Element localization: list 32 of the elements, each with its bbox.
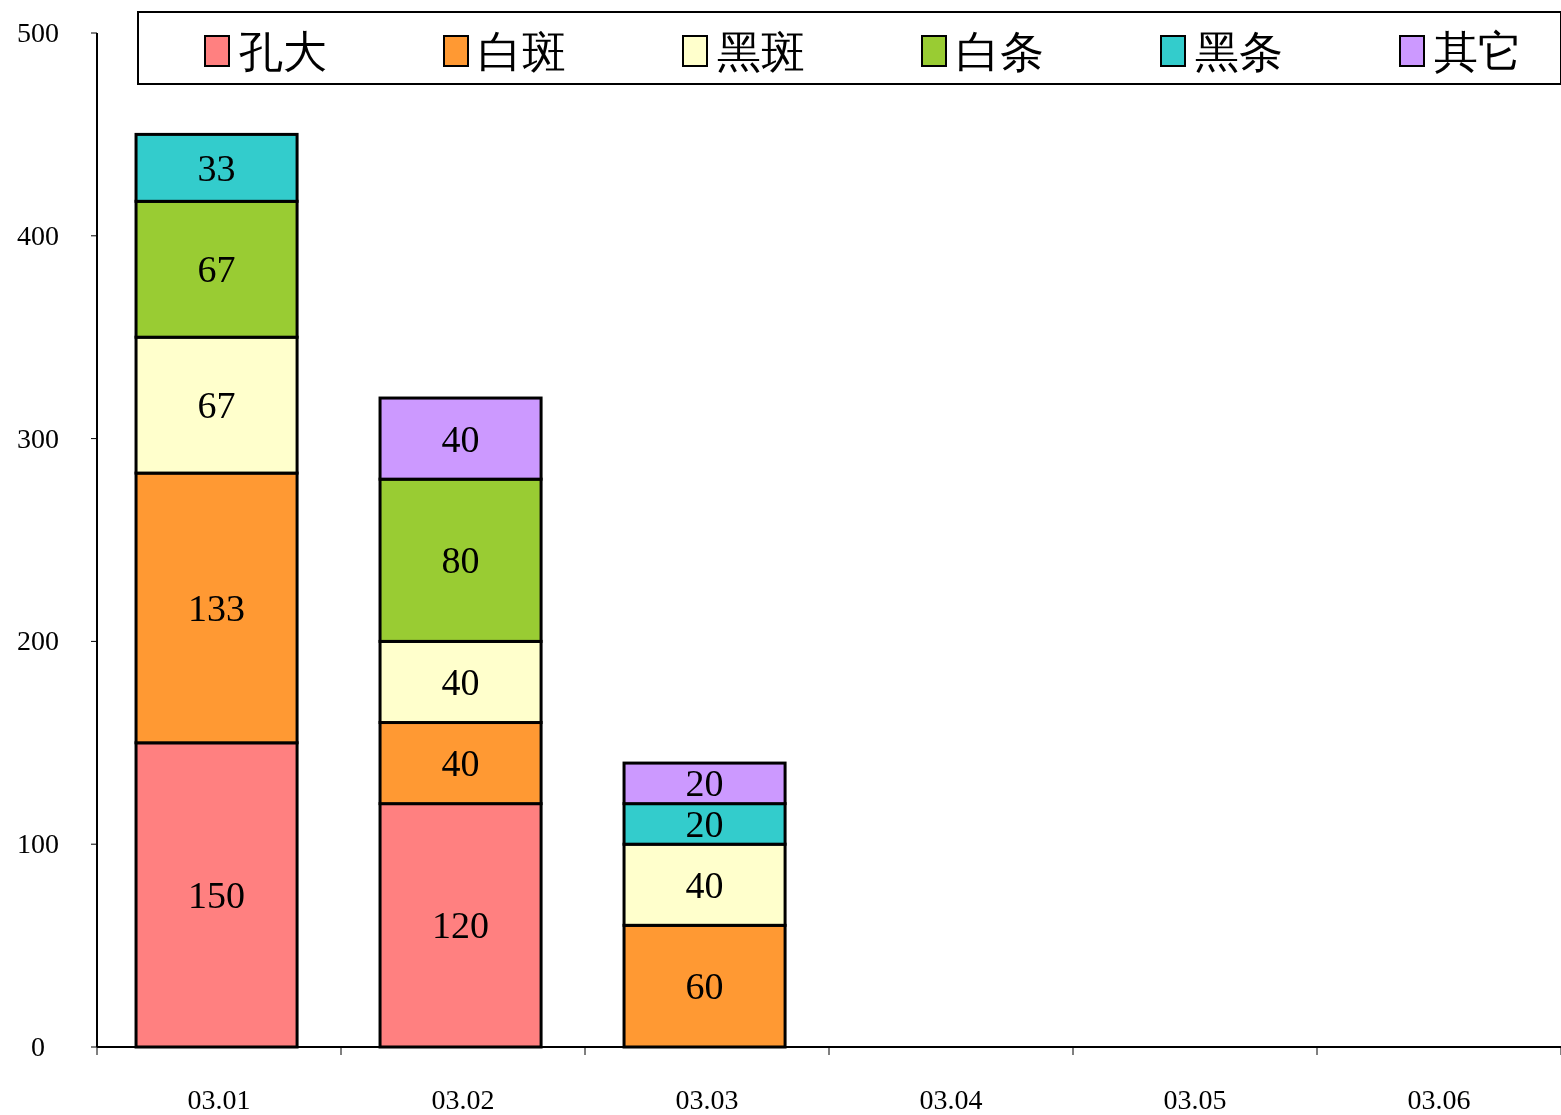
y-tick-label: 0: [31, 1031, 45, 1062]
y-tick-label: 100: [17, 828, 59, 860]
y-tick-label: 500: [17, 17, 59, 48]
data-label: 20: [685, 762, 724, 805]
y-tick-label: 200: [17, 625, 59, 657]
data-label: 67: [197, 384, 236, 427]
data-label: 80: [441, 539, 480, 582]
x-tick-label: 03.01: [187, 1084, 251, 1115]
data-label: 20: [685, 802, 724, 845]
data-label: 120: [432, 904, 490, 947]
x-tick-label: 03.04: [919, 1084, 983, 1115]
y-tick-label: 300: [17, 422, 59, 454]
x-tick-label: 03.02: [431, 1084, 495, 1115]
data-label: 40: [685, 863, 724, 906]
data-label: 40: [441, 417, 480, 460]
data-label: 40: [441, 742, 480, 785]
data-label: 67: [197, 248, 236, 291]
legend-label: 白斑: [478, 26, 566, 77]
x-tick-label: 03.03: [675, 1084, 739, 1115]
legend-label: 黑条: [1195, 26, 1283, 77]
data-label: 40: [441, 660, 480, 703]
data-label: 60: [685, 965, 724, 1008]
legend-label: 白条: [956, 26, 1044, 77]
legend-label: 黑斑: [717, 26, 805, 77]
y-tick-label: 400: [17, 219, 59, 251]
legend-label: 孔大: [239, 26, 327, 77]
legend-label: 其它: [1434, 26, 1522, 77]
data-label: 133: [188, 586, 246, 629]
x-tick-label: 03.06: [1407, 1084, 1471, 1115]
x-tick-label: 03.05: [1163, 1084, 1227, 1115]
data-label: 150: [188, 873, 246, 916]
data-label: 33: [197, 146, 236, 189]
